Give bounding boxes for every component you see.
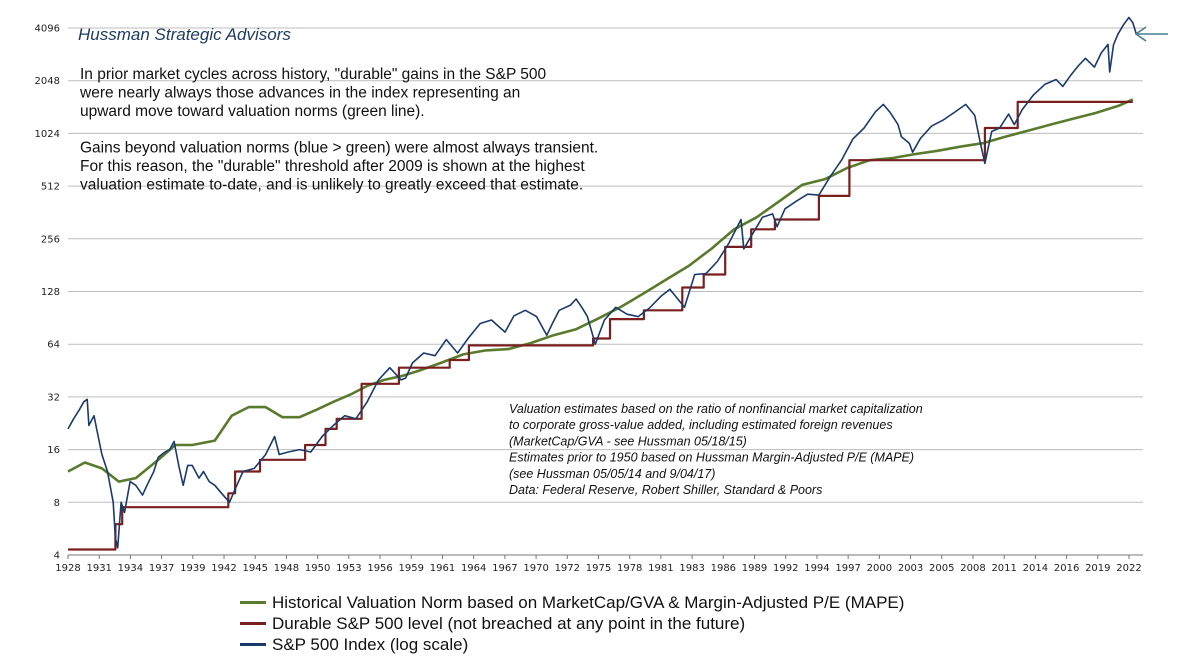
annotation-line: In prior market cycles across history, "…	[80, 66, 547, 83]
legend-item: S&P 500 Index (log scale)	[240, 634, 904, 655]
y-tick-label: 4	[54, 551, 60, 562]
source-note-line: Valuation estimates based on the ratio o…	[509, 402, 923, 416]
source-note-line: Estimates prior to 1950 based on Hussman…	[509, 451, 914, 465]
x-tick-label: 2011	[991, 563, 1016, 574]
series-line-2	[68, 100, 1133, 551]
x-tick-label: 1934	[118, 563, 143, 574]
x-tick-label: 1992	[773, 563, 798, 574]
x-tick-label: 1945	[243, 563, 268, 574]
y-tick-label: 4096	[35, 24, 60, 35]
source-note-line: to corporate gross-value added, includin…	[509, 418, 893, 432]
x-tick-label: 1997	[835, 563, 860, 574]
x-tick-label: 1950	[305, 563, 330, 574]
x-tick-label: 1956	[367, 563, 392, 574]
x-tick-label: 1964	[461, 563, 486, 574]
x-tick-label: 1959	[399, 563, 424, 574]
y-tick-label: 128	[41, 287, 60, 298]
annotation-line: Gains beyond valuation norms (blue > gre…	[80, 140, 598, 157]
annotation-line: upward move toward valuation norms (gree…	[80, 103, 425, 120]
x-tick-label: 1931	[86, 563, 111, 574]
gridlines	[68, 27, 1143, 556]
source-note: Valuation estimates based on the ratio o…	[509, 402, 923, 497]
x-tick-label: 1928	[55, 563, 80, 574]
x-tick-label: 2005	[929, 563, 954, 574]
legend-label: Durable S&P 500 level (not breached at a…	[272, 613, 746, 633]
y-tick-label: 64	[47, 340, 60, 351]
legend-item: Durable S&P 500 level (not breached at a…	[240, 613, 904, 634]
x-tick-label: 2008	[960, 563, 985, 574]
x-tick-label: 2022	[1116, 563, 1141, 574]
x-tick-label: 1983	[679, 563, 704, 574]
x-tick-label: 1994	[804, 563, 829, 574]
y-tick-label: 256	[41, 234, 60, 245]
annotation-text: In prior market cycles across history, "…	[79, 66, 598, 194]
y-axis-ticks: 4 8 16 32 64 128 256 512 1024 2048 4096	[35, 24, 60, 562]
legend-label: Historical Valuation Norm based on Marke…	[272, 592, 905, 612]
x-tick-label: 1961	[430, 563, 455, 574]
legend-swatch	[240, 601, 266, 604]
annotation-line: For this reason, the "durable" threshold…	[80, 158, 585, 175]
y-tick-label: 2048	[35, 76, 60, 87]
x-tick-label: 1970	[523, 563, 548, 574]
source-note-line: (see Hussman 05/05/14 and 9/04/17)	[509, 467, 715, 481]
x-tick-label: 1937	[149, 563, 174, 574]
legend-label: S&P 500 Index (log scale)	[272, 634, 469, 654]
x-tick-label: 1981	[648, 563, 673, 574]
x-tick-label: 1975	[586, 563, 611, 574]
x-tick-label: 1972	[555, 563, 580, 574]
x-tick-label: 2019	[1085, 563, 1110, 574]
y-tick-label: 16	[47, 445, 60, 456]
annotation-line: were nearly always those advances in the…	[79, 85, 520, 102]
source-note-line: (MarketCap/GVA - see Hussman 05/18/15)	[509, 434, 747, 448]
current-level-arrow	[1134, 26, 1168, 42]
x-tick-label: 2016	[1054, 563, 1079, 574]
y-tick-label: 512	[41, 182, 60, 193]
x-tick-label: 1986	[711, 563, 736, 574]
series-line-3	[67, 16, 1137, 549]
x-tick-label: 1948	[274, 563, 299, 574]
x-tick-label: 2003	[898, 563, 923, 574]
legend-swatch	[240, 643, 266, 646]
x-tick-label: 1967	[492, 563, 517, 574]
y-tick-label: 32	[47, 392, 60, 403]
source-note-line: Data: Federal Reserve, Robert Shiller, S…	[509, 483, 822, 497]
x-tick-label: 1942	[211, 563, 236, 574]
annotation-line: valuation estimate to-date, and is unlik…	[80, 177, 583, 194]
x-tick-label: 1953	[336, 563, 361, 574]
x-tick-label: 1939	[180, 563, 205, 574]
chart-title: Hussman Strategic Advisors	[78, 25, 291, 44]
series-line-1	[67, 98, 1134, 483]
x-tick-label: 1989	[742, 563, 767, 574]
y-tick-label: 1024	[35, 129, 60, 140]
x-tick-label: 2014	[1023, 563, 1048, 574]
x-axis-ticks: 1928 1931 1934 1937 1939 1942 1945 1948 1950 1953…	[55, 555, 1142, 574]
legend-swatch	[240, 622, 266, 625]
x-tick-label: 1978	[617, 563, 642, 574]
series-lines	[67, 16, 1137, 551]
x-tick-label: 2000	[867, 563, 892, 574]
y-tick-label: 8	[54, 498, 60, 509]
legend: Historical Valuation Norm based on Marke…	[240, 592, 904, 655]
legend-item: Historical Valuation Norm based on Marke…	[240, 592, 904, 613]
